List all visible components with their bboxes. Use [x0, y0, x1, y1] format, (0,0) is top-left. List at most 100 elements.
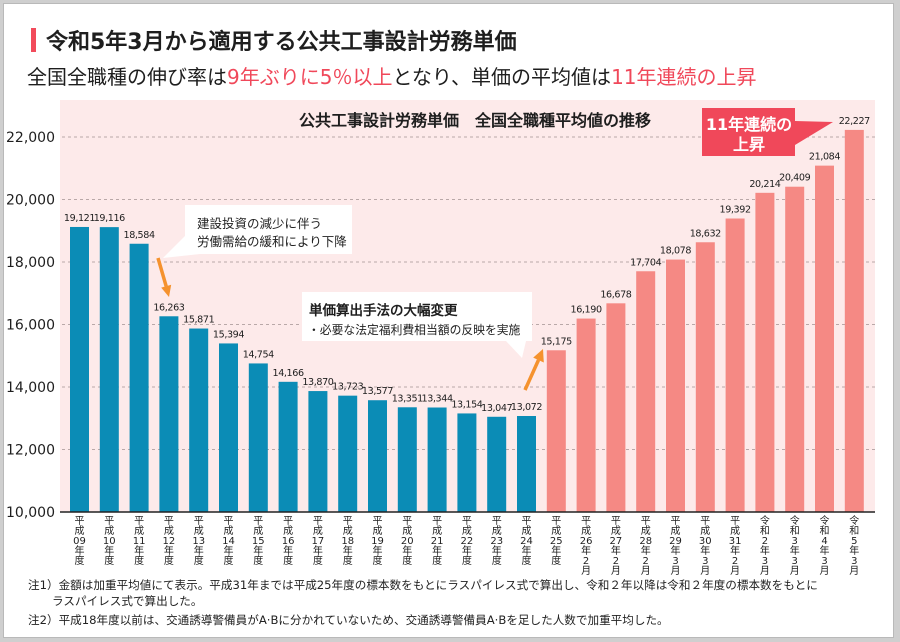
callout-method-change-detail: ・必要な法定福利費相当額の反映を実施 [308, 323, 521, 337]
bar [129, 243, 149, 512]
bar-value-label: 18,584 [124, 230, 155, 241]
bar [755, 192, 775, 512]
footnote-text: 平成18年度以前は、交通誘導警備員がA·Bに分かれていないため、交通誘導警備員A… [58, 613, 669, 627]
x-tick-label: 平成 26 年 2 月 [580, 516, 593, 577]
y-tick-label: 18,000 [6, 255, 55, 271]
bar [99, 227, 119, 512]
y-tick-label: 20,000 [6, 193, 55, 209]
bar-value-label: 13,351 [392, 393, 423, 404]
arrow-head [161, 284, 172, 297]
bar-value-label: 14,166 [273, 368, 304, 379]
arrow-head [533, 349, 544, 363]
x-tick-label: 平成 24 年度 [520, 516, 533, 567]
arrow-up-right-icon [523, 349, 544, 391]
bar [695, 242, 715, 512]
bar [725, 218, 745, 512]
callout-decline: 建設投資の減少に伴う 労働需給の緩和により下降 [163, 205, 352, 258]
bar [576, 318, 596, 512]
bar [457, 413, 477, 512]
bar [159, 316, 179, 512]
bar-value-label: 16,678 [600, 289, 631, 300]
x-tick-label: 平成 31 年 2 月 [729, 516, 742, 577]
x-tick-label: 平成 27 年 2 月 [610, 516, 623, 577]
x-tick-label: 平成 20 年度 [401, 516, 414, 567]
bar-value-label: 13,072 [511, 402, 542, 413]
subtitle-highlight: 11年連続の上昇 [611, 65, 757, 89]
bars [70, 129, 864, 512]
y-axis: 10,000 12,000 14,000 16,000 18,000 20,000 22,0… [6, 130, 55, 521]
x-tick-label: 令和 3 年 3 月 [790, 514, 800, 577]
bar [546, 350, 566, 512]
x-tick-label: 平成 12 年度 [163, 516, 176, 567]
x-tick-label: 平成 29 年 3 月 [669, 516, 682, 577]
bar [487, 416, 507, 512]
bar-value-label: 14,754 [243, 349, 274, 360]
arrow-shaft [523, 359, 541, 391]
bar-value-label: 13,723 [332, 382, 363, 393]
callout-bubble [702, 108, 833, 156]
x-tick-label: 平成 28 年 2 月 [639, 516, 652, 577]
callout-consecutive-rise-line-1: 11年連続の [706, 115, 792, 134]
x-tick-label: 平成 09 年度 [73, 516, 86, 567]
bar [517, 416, 536, 512]
bar-value-label: 16,263 [153, 302, 184, 313]
subtitle-highlight: 9年ぶりに5％以上 [227, 65, 393, 89]
bar-value-label: 18,632 [690, 228, 721, 239]
bar [219, 343, 238, 512]
bar-value-label: 15,871 [183, 315, 214, 326]
bar-value-label: 13,154 [451, 399, 482, 410]
x-tick-label: 平成 23 年度 [490, 516, 503, 567]
bar-value-label: 13,047 [481, 403, 512, 414]
bar [666, 259, 685, 512]
x-tick-label: 平成 19 年度 [371, 516, 384, 567]
bar [427, 407, 447, 512]
bar-value-label: 16,190 [571, 305, 602, 316]
bar [189, 328, 209, 512]
subtitle-part: となり、単価の平均値は [392, 65, 612, 89]
title-accent-bar [31, 28, 36, 52]
bar [636, 271, 656, 512]
footnote-1: 注1）金額は加重平均値にて表示。平成31年までは平成25年度の標本数をもとにラス… [28, 577, 878, 593]
callout-decline-line-2: 労働需給の緩和により下降 [197, 234, 347, 249]
bar [844, 129, 864, 512]
bar-value-label: 20,409 [779, 173, 810, 184]
callout-method-change: 単価算出手法の大幅変更 ・必要な法定福利費相当額の反映を実施 [302, 292, 532, 358]
bar [606, 303, 626, 512]
x-tick-label: 平成 14 年度 [222, 516, 235, 567]
callout-decline-line-1: 建設投資の減少に伴う [197, 216, 322, 231]
callout-consecutive-rise: 11年連続の 上昇 [702, 108, 833, 156]
bar [308, 391, 328, 512]
x-tick-label: 平成 17 年度 [312, 516, 325, 567]
footnotes: 注1）金額は加重平均値にて表示。平成31年までは平成25年度の標本数をもとにラス… [28, 577, 878, 628]
bar-value-label: 20,214 [749, 179, 780, 190]
y-tick-label: 10,000 [6, 505, 55, 521]
footnote-label: 注1） [28, 578, 59, 592]
bar-value-label: 22,227 [839, 116, 870, 127]
bar [278, 381, 298, 512]
bar-value-label: 17,704 [630, 257, 661, 268]
bar-value-label: 13,344 [422, 394, 453, 405]
page-subtitle: 全国全職種の伸び率は9年ぶりに5％以上となり、単価の平均値は11年連続の上昇 [27, 61, 757, 90]
chart-title: 公共工事設計労務単価 全国全職種平均値の推移 [299, 111, 651, 130]
bar-value-label: 19,116 [94, 213, 125, 224]
bar [397, 407, 417, 512]
page-title: 令和5年3月から適用する公共工事設計労務単価 [46, 30, 517, 55]
x-tick-label: 平成 13 年度 [192, 516, 205, 567]
footnote-label: 注2） [28, 613, 59, 627]
bar [338, 395, 358, 512]
x-tick-label: 平成 11 年度 [133, 516, 146, 567]
bar-value-label: 18,078 [660, 246, 691, 257]
footnote-2: 注2）平成18年度以前は、交通誘導警備員がA·Bに分かれていないため、交通誘導警… [28, 612, 878, 628]
bar-value-label: 13,870 [302, 377, 333, 388]
callout-method-change-heading: 単価算出手法の大幅変更 [309, 302, 458, 319]
bar [368, 400, 387, 512]
callout-consecutive-rise-line-2: 上昇 [733, 135, 765, 154]
bar-value-label: 19,392 [720, 205, 751, 216]
callout-bubble [163, 205, 352, 258]
x-tick-label: 平成 21 年度 [431, 516, 444, 567]
footnote-text: 金額は加重平均値にて表示。平成31年までは平成25年度の標本数をもとにラスパイレ… [58, 578, 818, 592]
x-tick-label: 平成 18 年度 [341, 516, 354, 567]
bar-value-label: 13,577 [362, 386, 393, 397]
